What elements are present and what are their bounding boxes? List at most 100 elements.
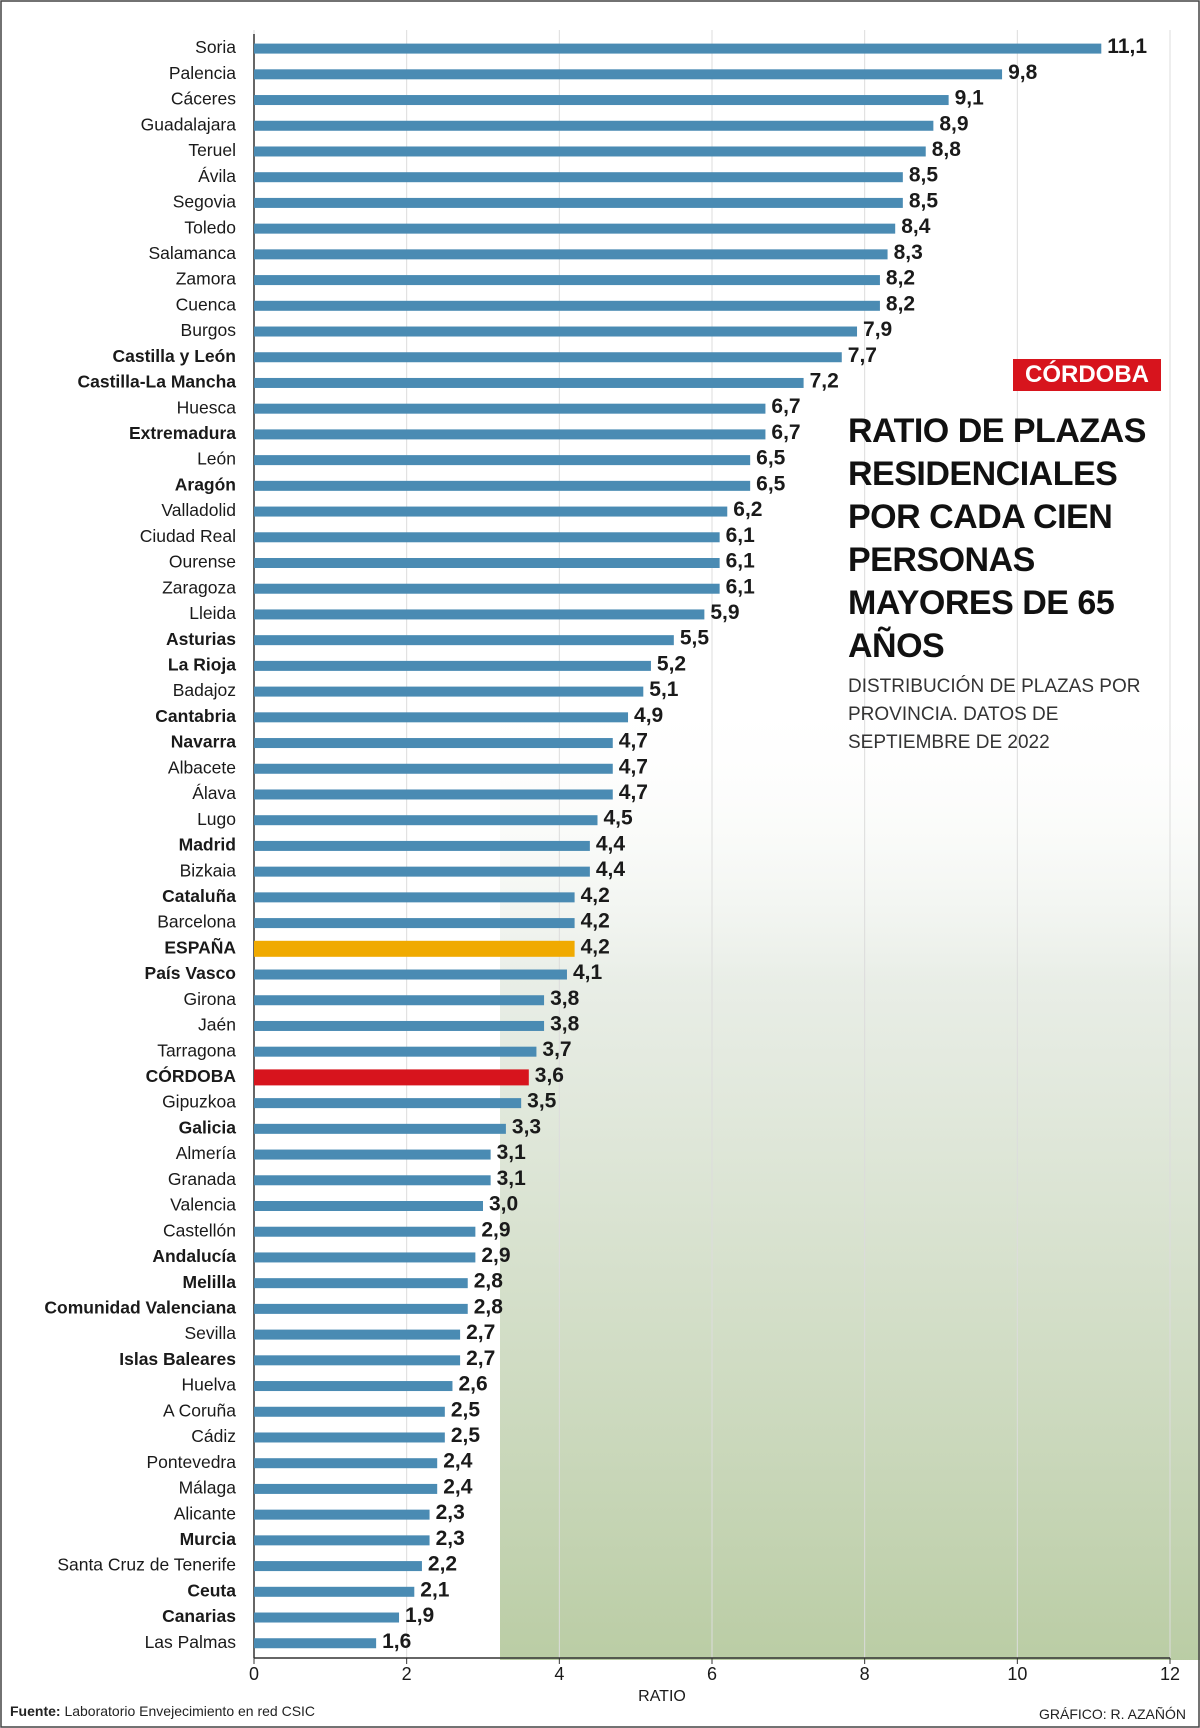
- y-tick-label: CÓRDOBA: [146, 1065, 237, 1086]
- bar: [254, 300, 880, 311]
- y-tick-label: Girona: [183, 989, 236, 1009]
- value-label: 2,4: [443, 1450, 473, 1473]
- value-label: 4,1: [573, 961, 603, 984]
- y-tick-label: Valencia: [170, 1195, 236, 1215]
- y-tick-label: Zamora: [176, 269, 237, 289]
- value-label: 9,8: [1008, 61, 1038, 84]
- y-tick-label: Granada: [168, 1169, 236, 1189]
- value-label: 3,7: [542, 1038, 571, 1061]
- value-label: 9,1: [955, 87, 985, 110]
- y-tick-label: Huelva: [182, 1375, 237, 1395]
- y-tick-label: Murcia: [180, 1529, 237, 1549]
- y-tick-label: Barcelona: [157, 912, 236, 932]
- bar: [254, 712, 629, 723]
- bar: [254, 815, 598, 826]
- value-label: 6,7: [771, 421, 800, 444]
- value-label: 6,1: [726, 550, 756, 573]
- y-tick-label: Segovia: [173, 192, 237, 212]
- y-tick-label: Tarragona: [157, 1040, 236, 1060]
- bar: [254, 940, 575, 957]
- y-tick-label: Ciudad Real: [140, 526, 236, 546]
- value-label: 7,2: [810, 370, 839, 393]
- bar: [254, 455, 751, 466]
- bar: [254, 223, 896, 234]
- value-label: 2,8: [474, 1295, 504, 1318]
- value-label: 2,4: [443, 1475, 473, 1498]
- bar: [254, 326, 858, 337]
- bar: [254, 1149, 491, 1160]
- x-tick-label: 6: [707, 1664, 717, 1684]
- y-tick-label: Zaragoza: [162, 577, 236, 597]
- value-label: 6,1: [726, 524, 756, 547]
- y-tick-label: Lugo: [197, 809, 236, 829]
- y-tick-label: Álava: [192, 783, 236, 803]
- y-tick-label: Cáceres: [171, 89, 236, 109]
- x-tick-label: 10: [1007, 1664, 1027, 1684]
- value-label: 4,2: [581, 910, 610, 933]
- source: Laboratorio Envejecimiento en red CSIC: [64, 1703, 316, 1719]
- bar: [254, 506, 728, 517]
- value-label: 4,2: [581, 884, 610, 907]
- value-label: 5,1: [649, 678, 679, 701]
- y-tick-label: Ceuta: [187, 1580, 236, 1600]
- value-label: 4,2: [581, 935, 610, 958]
- y-tick-label: Gipuzkoa: [162, 1092, 236, 1112]
- y-tick-label: Soria: [195, 37, 236, 57]
- x-tick-label: 2: [402, 1664, 412, 1684]
- bar: [254, 558, 720, 568]
- y-tick-label: Huesca: [177, 397, 237, 417]
- value-label: 2,9: [481, 1218, 510, 1241]
- bar: [254, 1046, 537, 1057]
- value-label: 8,4: [901, 215, 931, 238]
- value-label: 5,9: [710, 601, 739, 624]
- bar: [254, 635, 674, 646]
- bar: [254, 1612, 400, 1623]
- bar: [254, 892, 575, 903]
- y-tick-label: Málaga: [179, 1478, 237, 1498]
- y-tick-label: Toledo: [184, 217, 236, 237]
- value-label: 6,5: [756, 447, 786, 470]
- value-label: 8,2: [886, 267, 915, 290]
- y-tick-label: Ávila: [198, 166, 236, 186]
- plot: 0 2 4 6 8 10 12 RATIO Soria 11,1 Palencia 9,8 Cácere…: [44, 30, 1180, 1705]
- value-label: 4,7: [619, 755, 648, 778]
- y-tick-label: Canarias: [162, 1606, 236, 1626]
- value-label: 3,3: [512, 1115, 541, 1138]
- y-tick-label: Burgos: [181, 320, 237, 340]
- value-label: 2,9: [481, 1244, 510, 1267]
- credit: GRÁFICO: R. AZAÑÓN: [1038, 1706, 1186, 1722]
- y-tick-label: Las Palmas: [145, 1632, 237, 1652]
- value-label: 6,7: [771, 395, 800, 418]
- bar: [254, 95, 949, 106]
- bar: [254, 172, 903, 183]
- value-label: 3,8: [550, 1013, 580, 1036]
- value-label: 8,5: [909, 164, 939, 187]
- y-tick-label: Valladolid: [161, 500, 236, 520]
- x-tick-label: 8: [860, 1664, 870, 1684]
- y-tick-label: Jaén: [198, 1015, 236, 1035]
- value-label: 7,7: [848, 344, 877, 367]
- y-tick-label: Aragón: [175, 474, 236, 494]
- bar: [254, 249, 888, 260]
- bar: [254, 1586, 415, 1597]
- bar: [254, 377, 804, 388]
- value-label: 8,2: [886, 292, 915, 315]
- value-label: 4,5: [604, 807, 634, 830]
- bar: [254, 1381, 453, 1392]
- bar: [254, 1458, 438, 1469]
- y-tick-label: Palencia: [169, 63, 236, 83]
- bar: [254, 1098, 522, 1109]
- bar: [254, 429, 766, 440]
- y-tick-label: Navarra: [171, 732, 236, 752]
- bar: [254, 1303, 468, 1314]
- bar: [254, 1406, 445, 1417]
- x-tick-label: 12: [1160, 1664, 1180, 1684]
- y-tick-label: León: [197, 449, 236, 469]
- bar: [254, 918, 575, 929]
- value-label: 1,9: [405, 1604, 434, 1627]
- bar: [254, 43, 1102, 54]
- y-tick-label: Cataluña: [162, 886, 236, 906]
- bar: [254, 146, 926, 157]
- bar: [254, 840, 590, 851]
